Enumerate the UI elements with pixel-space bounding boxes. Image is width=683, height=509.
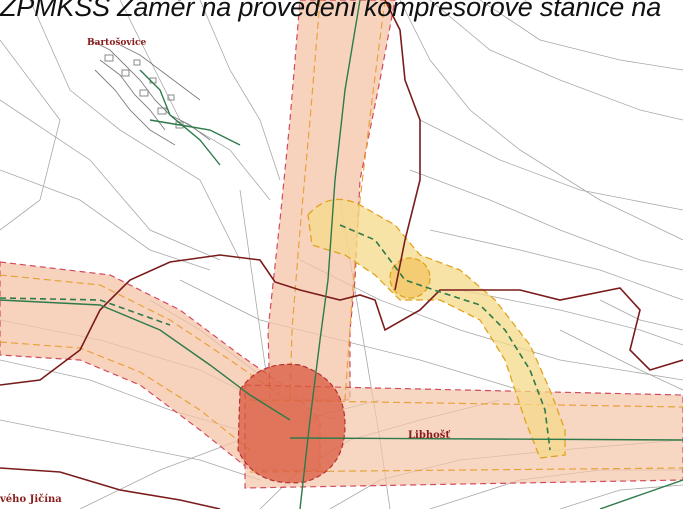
pipeline-variant-dashed bbox=[0, 224, 551, 451]
municipal-boundary bbox=[0, 254, 683, 386]
place-label-bartosovice: Bartošovice bbox=[87, 38, 147, 48]
place-label-jicina: vého Jičína bbox=[0, 494, 62, 505]
variant-node bbox=[389, 257, 431, 299]
village-bartosovice bbox=[89, 39, 211, 146]
page-title: ZPMKSS Záměr na provedení kompresorové s… bbox=[0, 0, 662, 22]
focus-area bbox=[237, 363, 346, 484]
variant-route bbox=[307, 198, 566, 459]
boundary-north bbox=[384, 0, 421, 291]
boundary-south bbox=[0, 467, 221, 509]
place-label-libhost: Libhošť bbox=[408, 430, 451, 441]
